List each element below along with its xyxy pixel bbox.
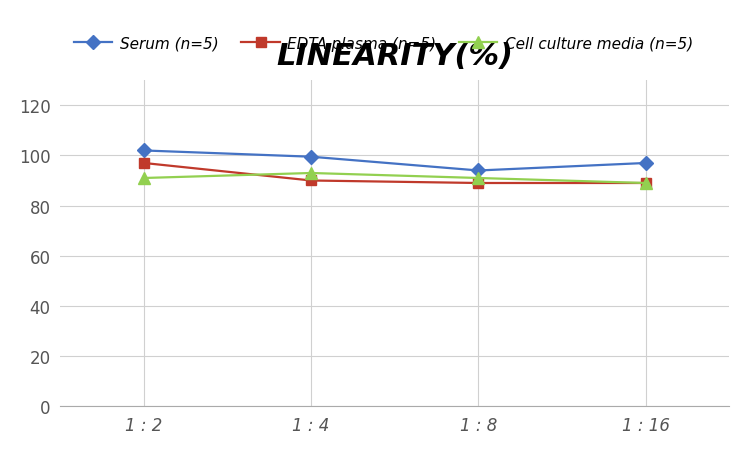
Title: LINEARITY(%): LINEARITY(%)	[276, 41, 514, 70]
Legend: Serum (n=5), EDTA plasma (n=5), Cell culture media (n=5): Serum (n=5), EDTA plasma (n=5), Cell cul…	[68, 30, 699, 58]
Line: Cell culture media (n=5): Cell culture media (n=5)	[138, 168, 651, 189]
Cell culture media (n=5)	[307, 171, 316, 176]
EDTA plasma (n=5)	[139, 161, 148, 166]
Cell culture media (n=5)	[641, 181, 650, 186]
Line: EDTA plasma (n=5): EDTA plasma (n=5)	[139, 159, 650, 189]
Serum (n=5)	[139, 148, 148, 154]
Serum (n=5)	[641, 161, 650, 166]
Cell culture media (n=5)	[474, 176, 483, 181]
Line: Serum (n=5): Serum (n=5)	[139, 146, 650, 176]
EDTA plasma (n=5)	[474, 181, 483, 186]
Serum (n=5)	[474, 168, 483, 174]
Serum (n=5)	[307, 155, 316, 160]
EDTA plasma (n=5)	[307, 179, 316, 184]
Cell culture media (n=5)	[139, 176, 148, 181]
EDTA plasma (n=5)	[641, 181, 650, 186]
